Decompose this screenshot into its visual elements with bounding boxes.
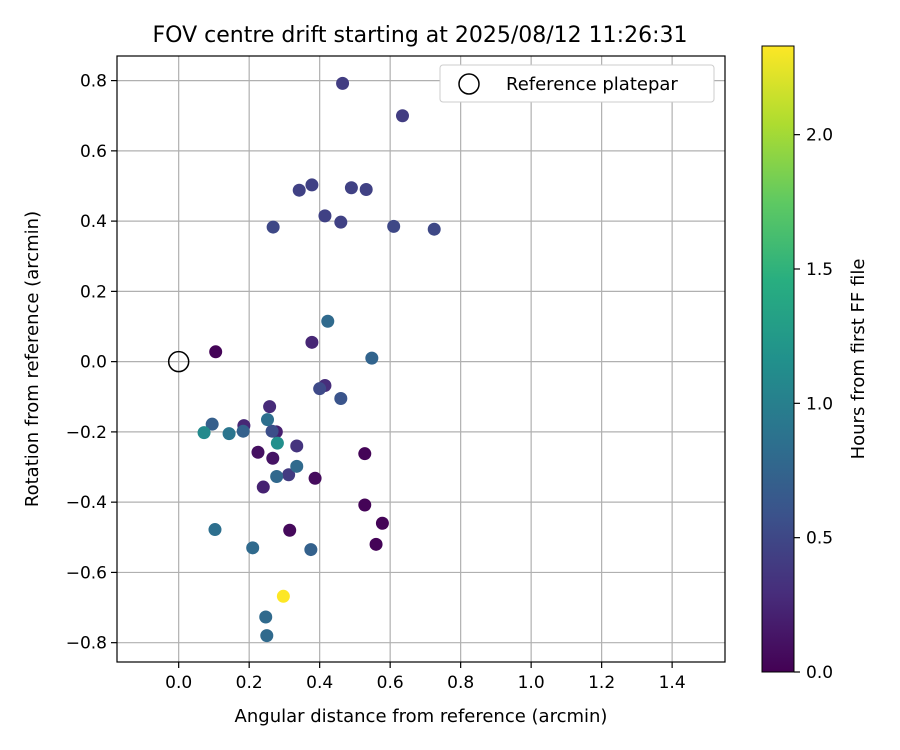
- data-point: [304, 543, 318, 557]
- data-point: [266, 220, 280, 234]
- y-axis-ticks: −0.8 −0.6 −0.4 −0.2 0.0 0.2 0.4 0.6 0.8: [66, 72, 117, 654]
- reference-platepar-marker: [167, 350, 190, 373]
- data-point: [308, 471, 322, 485]
- colorbar-tick-label: 1.5: [806, 260, 833, 280]
- data-point: [395, 109, 409, 123]
- data-point: [259, 610, 273, 624]
- data-point: [205, 417, 219, 431]
- data-point: [251, 445, 265, 459]
- data-point: [270, 436, 284, 450]
- data-point: [290, 439, 304, 453]
- data-point: [336, 76, 350, 90]
- data-point: [334, 392, 348, 406]
- data-point: [387, 219, 401, 233]
- data-point: [290, 459, 304, 473]
- legend: Reference platepar: [439, 64, 715, 103]
- x-tick-label: 0.2: [236, 673, 263, 693]
- colorbar: 0.0 0.5 1.0 1.5 2.0 Hours from first FF file: [761, 45, 869, 683]
- x-tick-label: 0.4: [306, 673, 333, 693]
- x-tick-label: 0.6: [377, 673, 404, 693]
- data-points: [197, 76, 441, 643]
- data-point: [334, 215, 348, 229]
- data-point: [208, 523, 222, 537]
- data-point: [358, 498, 372, 512]
- data-point: [305, 335, 319, 349]
- data-point: [256, 480, 270, 494]
- data-point: [365, 351, 379, 365]
- colorbar-tick-label: 2.0: [806, 126, 833, 146]
- data-point: [265, 424, 279, 438]
- y-tick-label: 0.8: [80, 72, 107, 92]
- plot-area-frame: [116, 55, 726, 663]
- colorbar-gradient: [761, 45, 795, 673]
- y-tick-label: −0.8: [66, 634, 107, 654]
- x-tick-label: 0.8: [447, 673, 474, 693]
- data-point: [282, 468, 296, 482]
- data-point: [375, 516, 389, 530]
- y-tick-label: 0.6: [80, 142, 107, 162]
- data-point: [321, 314, 335, 328]
- x-tick-label: 1.0: [518, 673, 545, 693]
- y-tick-label: −0.4: [66, 493, 107, 513]
- data-point: [358, 447, 372, 461]
- data-point: [260, 629, 274, 643]
- y-tick-label: 0.2: [80, 282, 107, 302]
- y-tick-label: 0.4: [80, 212, 107, 232]
- colorbar-tick-label: 1.0: [806, 394, 833, 414]
- data-point: [197, 426, 211, 440]
- data-point: [292, 183, 306, 197]
- x-tick-label: 0.0: [165, 673, 192, 693]
- data-point: [270, 470, 284, 484]
- data-point: [305, 178, 319, 192]
- y-tick-label: 0.0: [80, 353, 107, 373]
- y-tick-label: −0.2: [66, 423, 107, 443]
- legend-reference-label: Reference platepar: [506, 74, 678, 95]
- y-axis-label: Rotation from reference (arcmin): [22, 211, 43, 507]
- colorbar-tick-label: 0.5: [806, 529, 833, 549]
- chart-title: FOV centre drift starting at 2025/08/12 …: [153, 23, 688, 48]
- legend-box: [439, 64, 715, 103]
- data-point: [236, 424, 250, 438]
- x-axis-ticks: 0.0 0.2 0.4 0.6 0.8 1.0 1.2 1.4: [165, 662, 686, 693]
- colorbar-ticks: 0.0 0.5 1.0 1.5 2.0: [794, 126, 833, 683]
- data-point: [263, 400, 277, 414]
- data-point: [222, 427, 236, 441]
- data-point: [209, 345, 223, 359]
- data-point: [261, 413, 275, 427]
- data-point: [318, 209, 332, 223]
- data-point: [344, 181, 358, 195]
- colorbar-tick-label: 0.0: [806, 663, 833, 683]
- data-point: [369, 537, 383, 551]
- grid-lines: [117, 56, 725, 662]
- y-tick-label: −0.6: [66, 563, 107, 583]
- data-point: [276, 589, 290, 603]
- data-point: [266, 451, 280, 465]
- legend-reference-marker-icon: [458, 73, 480, 95]
- reference-marker: [167, 350, 190, 373]
- data-point: [427, 222, 441, 236]
- data-point: [283, 523, 297, 537]
- x-tick-label: 1.2: [588, 673, 615, 693]
- x-tick-label: 1.4: [659, 673, 686, 693]
- data-point: [313, 382, 327, 396]
- colorbar-label: Hours from first FF file: [848, 259, 869, 460]
- data-point: [246, 541, 260, 555]
- data-point: [359, 182, 373, 196]
- x-axis-label: Angular distance from reference (arcmin): [235, 706, 608, 727]
